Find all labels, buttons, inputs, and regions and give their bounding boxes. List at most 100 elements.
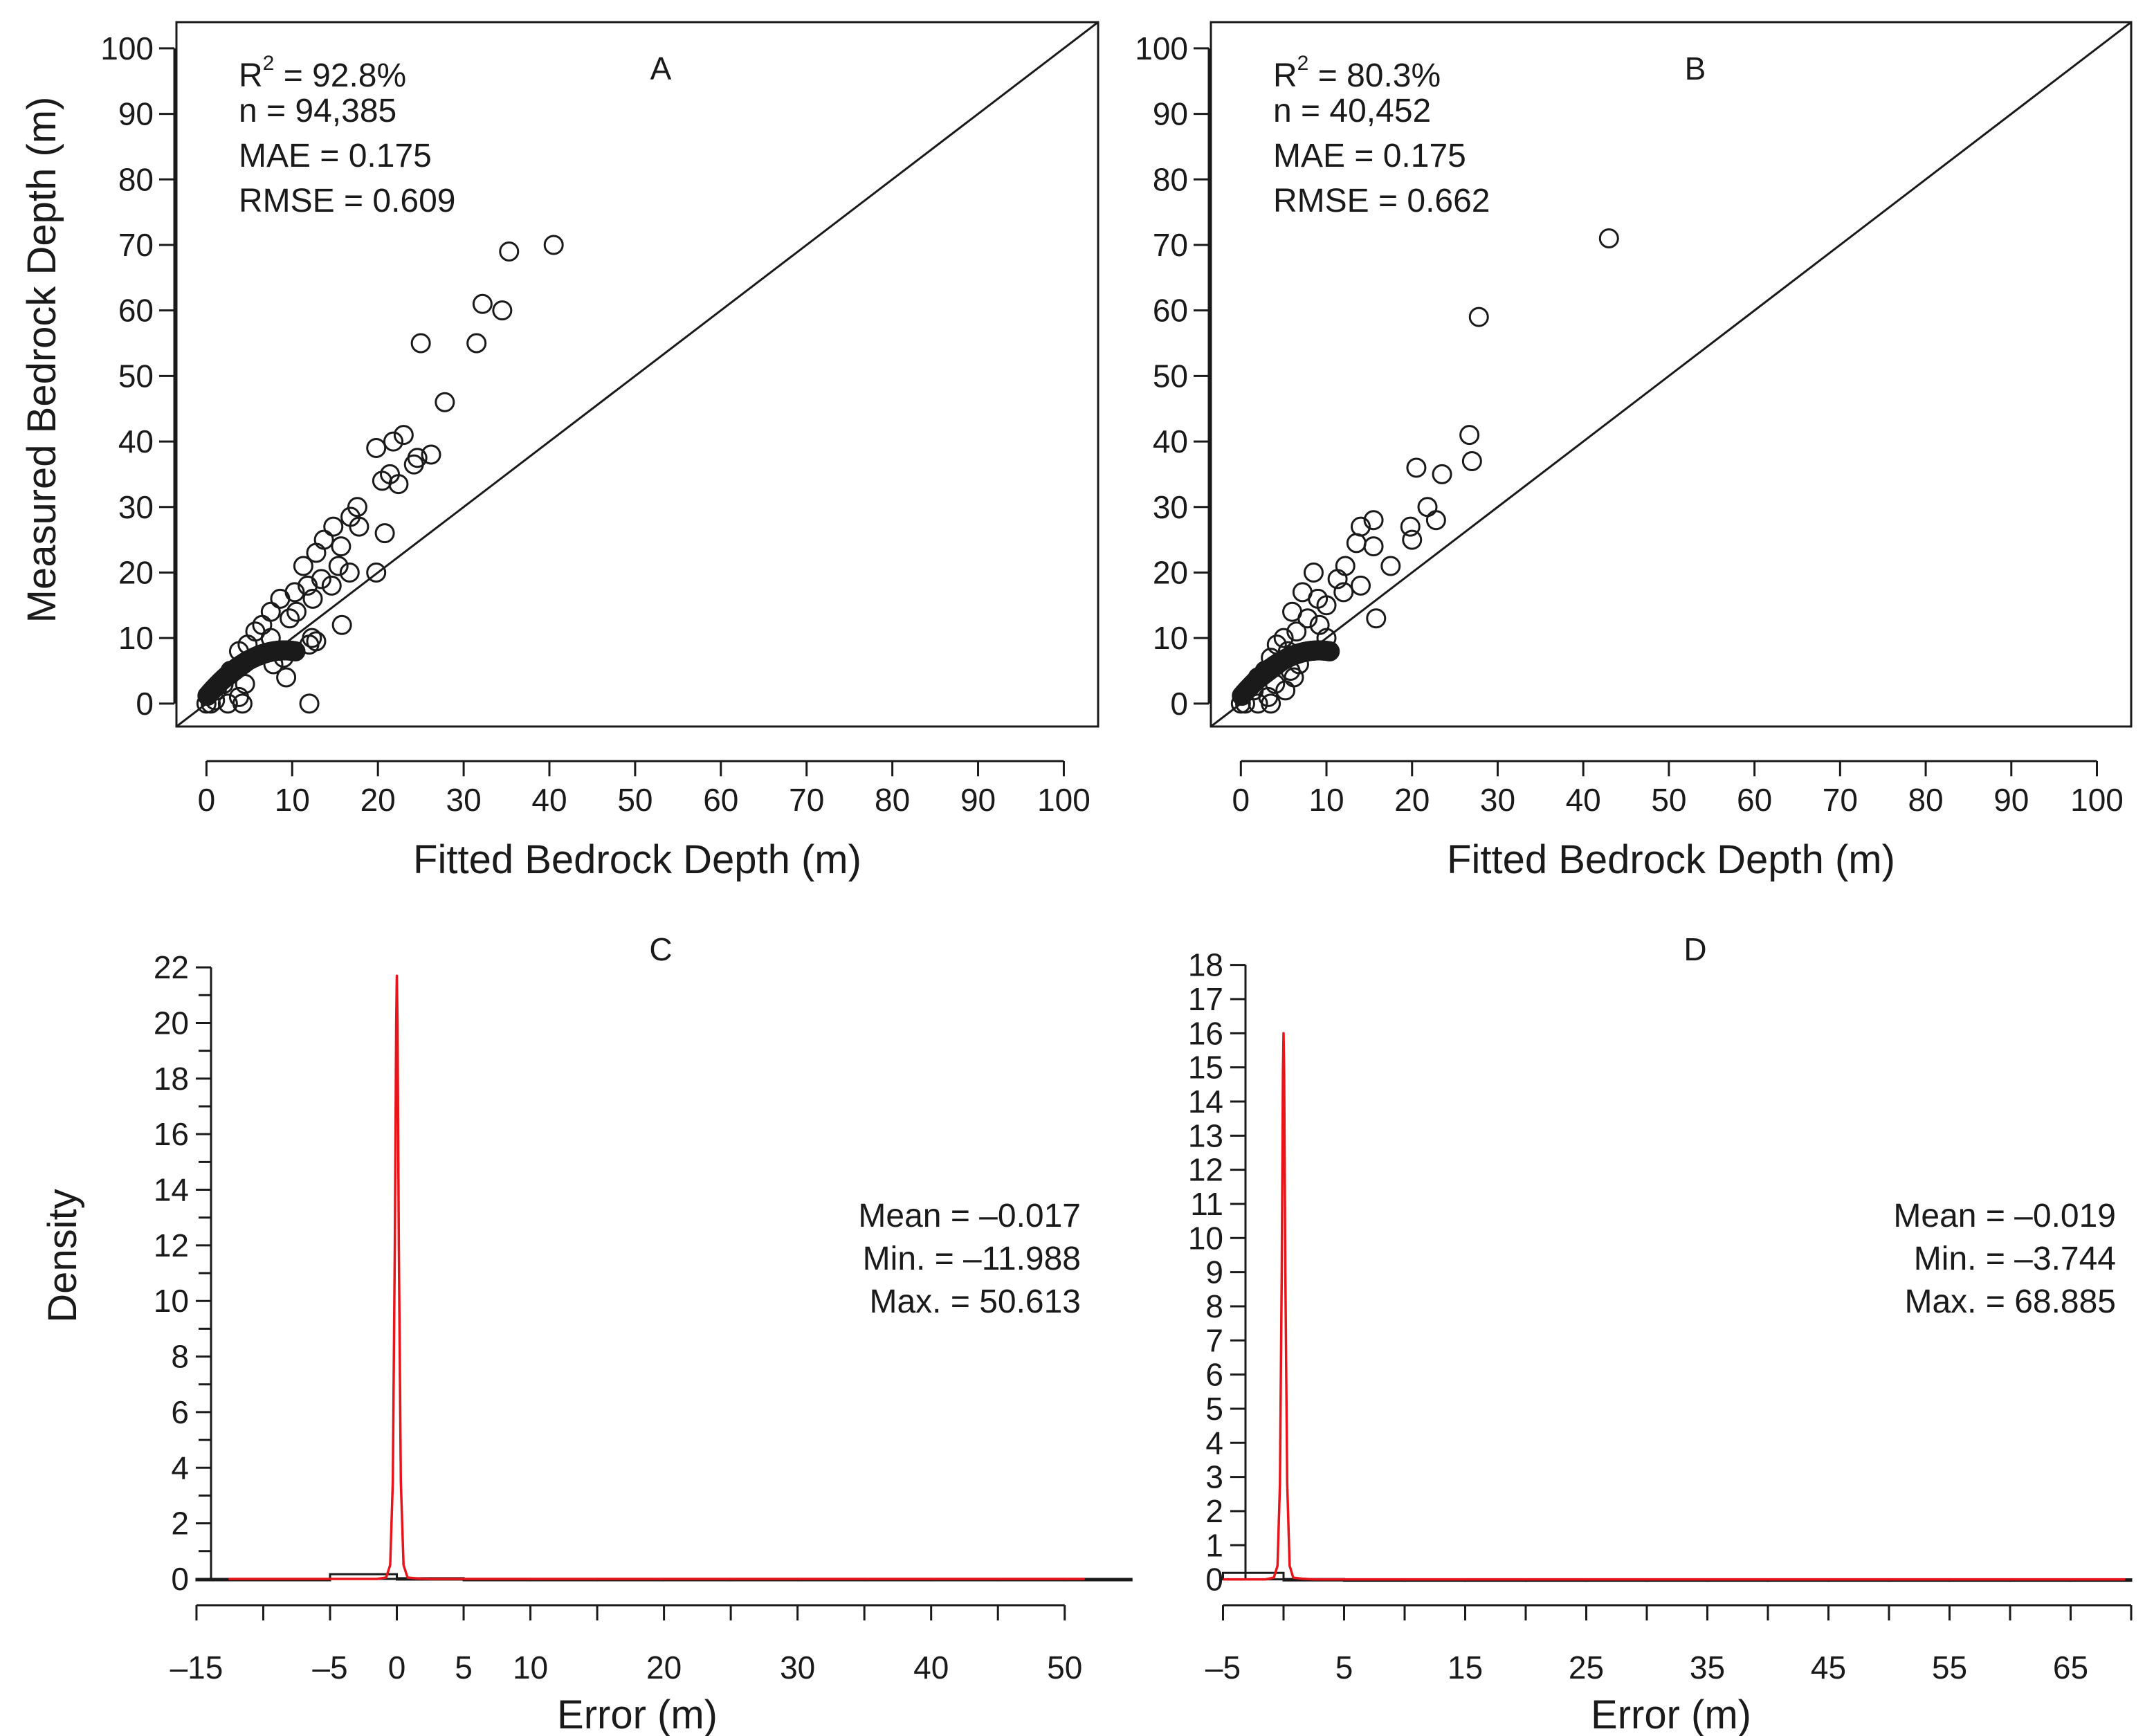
panel-d: Error (m) D Mean = –0.019 Min. = –3.744 … bbox=[1188, 931, 2133, 1736]
panel-d-y-tick-label: 13 bbox=[1188, 1117, 1223, 1153]
panel-a-point bbox=[383, 431, 403, 452]
panel-d-x-tick-label: –5 bbox=[1205, 1650, 1241, 1685]
panel-a-point bbox=[273, 648, 294, 668]
panel-b-point bbox=[1363, 510, 1384, 531]
panel-d-y-tick-label: 3 bbox=[1205, 1459, 1223, 1495]
panel-c-y-tick-label: 10 bbox=[154, 1283, 189, 1319]
panel-b-frame bbox=[1210, 21, 2133, 728]
panel-a-point bbox=[388, 474, 409, 495]
panel-a-point bbox=[299, 634, 320, 655]
panel-a-r2: R2 = 92.8% bbox=[239, 52, 406, 94]
panel-a-point bbox=[323, 516, 344, 537]
panel-a-point bbox=[306, 542, 327, 563]
panel-a-point bbox=[249, 645, 270, 666]
panel-c-y-tick-label: 12 bbox=[154, 1227, 189, 1263]
panel-a-title: A bbox=[650, 51, 672, 86]
panel-a-point bbox=[302, 588, 323, 609]
panel-c-ylabel: Density bbox=[40, 1189, 85, 1322]
panel-b-point bbox=[1316, 628, 1337, 648]
panel-c-y-tick-label: 22 bbox=[154, 949, 189, 985]
panel-b-y-tick-label: 80 bbox=[1153, 161, 1188, 197]
panel-a-point bbox=[339, 562, 360, 583]
panel-d-y-tick-label: 4 bbox=[1205, 1425, 1223, 1461]
panel-c-x-tick-label: 40 bbox=[913, 1650, 949, 1685]
panel-a-point bbox=[328, 556, 349, 576]
panel-d-y-tick-label: 10 bbox=[1188, 1220, 1223, 1256]
panel-a-x-tick-label: 10 bbox=[275, 782, 310, 818]
panel-b-point bbox=[1598, 228, 1619, 249]
panel-b-point bbox=[1297, 608, 1318, 629]
panel-b-x-tick-label: 80 bbox=[1908, 782, 1943, 818]
panel-a-point bbox=[543, 235, 564, 255]
panel-a-point bbox=[349, 516, 369, 537]
panel-a-y-tick-label: 80 bbox=[118, 161, 154, 197]
panel-b-point bbox=[1248, 693, 1268, 714]
panel-c-x-tick-label: 50 bbox=[1047, 1650, 1082, 1685]
panel-a-point bbox=[331, 614, 352, 635]
panel-a-point bbox=[492, 300, 513, 321]
panel-a-point bbox=[331, 536, 352, 557]
panel-a-point bbox=[218, 664, 239, 685]
panel-a-x-tick-label: 90 bbox=[960, 782, 996, 818]
panel-b-point bbox=[1286, 621, 1307, 642]
panel-c-title: C bbox=[649, 931, 672, 967]
panel-a-r2-label: R bbox=[239, 57, 263, 94]
panel-b-r2-sup: 2 bbox=[1297, 52, 1309, 75]
panel-a-point bbox=[260, 628, 281, 648]
panel-d-title: D bbox=[1683, 931, 1706, 967]
panel-b: Fitted Bedrock Depth (m) B R2 = 80.3% n … bbox=[1135, 21, 2133, 882]
panel-d-y-tick-label: 15 bbox=[1188, 1050, 1223, 1086]
panel-a-x-tick-label: 40 bbox=[531, 782, 567, 818]
panel-a-point bbox=[435, 392, 455, 412]
panel-b-y-tick-label: 40 bbox=[1153, 423, 1188, 459]
panel-a-point bbox=[366, 438, 387, 459]
panel-d-y-tick-label: 11 bbox=[1190, 1186, 1223, 1222]
panel-b-point bbox=[1425, 510, 1446, 531]
panel-b-y-tick-label: 0 bbox=[1170, 686, 1188, 722]
panel-a-y-tick-label: 60 bbox=[118, 293, 154, 329]
panel-c-min: Min. = –11.988 bbox=[863, 1241, 1081, 1277]
panel-a-xlabel: Fitted Bedrock Depth (m) bbox=[413, 837, 861, 882]
panel-b-x-tick-label: 20 bbox=[1394, 782, 1430, 818]
panel-c-x-tick-label: 10 bbox=[513, 1650, 548, 1685]
panel-a-point bbox=[403, 454, 424, 475]
panel-d-min: Min. = –3.744 bbox=[1914, 1241, 2116, 1277]
panel-a-point bbox=[410, 333, 431, 354]
panel-b-point bbox=[1363, 536, 1384, 557]
panel-a-x-tick-label: 50 bbox=[617, 782, 652, 818]
panel-d-x-tick-label: 45 bbox=[1811, 1650, 1846, 1685]
panel-b-point bbox=[1333, 582, 1354, 603]
panel-c-x-tick-label: 5 bbox=[455, 1650, 473, 1685]
panel-c-y-tick-label: 16 bbox=[154, 1116, 189, 1152]
panel-a-point bbox=[293, 556, 313, 576]
panel-a-point bbox=[366, 562, 387, 583]
panel-a-point bbox=[232, 693, 253, 714]
panel-d-xlabel: Error (m) bbox=[1591, 1692, 1751, 1736]
panel-a-point bbox=[276, 667, 297, 688]
panel-d-y-tick-label: 7 bbox=[1205, 1322, 1223, 1358]
panel-a-y-tick-label: 50 bbox=[118, 358, 154, 394]
panel-a-point bbox=[233, 654, 254, 675]
panel-a-x-tick-label: 30 bbox=[446, 782, 482, 818]
panel-b-point bbox=[1266, 634, 1287, 655]
panel-b-y-tick-label: 100 bbox=[1135, 30, 1188, 66]
panel-b-point bbox=[1303, 562, 1324, 583]
panel-b-x-tick-label: 0 bbox=[1232, 782, 1250, 818]
panel-d-y-tick-label: 17 bbox=[1188, 981, 1223, 1017]
panel-d-y-tick-label: 6 bbox=[1205, 1357, 1223, 1393]
panel-a-point bbox=[270, 588, 291, 609]
panel-b-point bbox=[1400, 516, 1421, 537]
panel-a-point bbox=[213, 673, 234, 694]
panel-c-x-tick-label: 20 bbox=[646, 1650, 682, 1685]
panel-a-y-tick-label: 20 bbox=[118, 554, 154, 590]
panel-a-point bbox=[286, 601, 307, 622]
panel-b-point bbox=[1234, 693, 1255, 714]
panel-b-point bbox=[1351, 575, 1371, 596]
panel-b-x-tick-label: 10 bbox=[1308, 782, 1344, 818]
panel-c-y-tick-label: 20 bbox=[154, 1005, 189, 1041]
panel-b-x-tick-label: 100 bbox=[2070, 782, 2124, 818]
panel-d-y-tick-label: 8 bbox=[1205, 1288, 1223, 1324]
panel-b-point bbox=[1261, 648, 1281, 668]
panel-a-y-tick-label: 0 bbox=[136, 686, 154, 722]
